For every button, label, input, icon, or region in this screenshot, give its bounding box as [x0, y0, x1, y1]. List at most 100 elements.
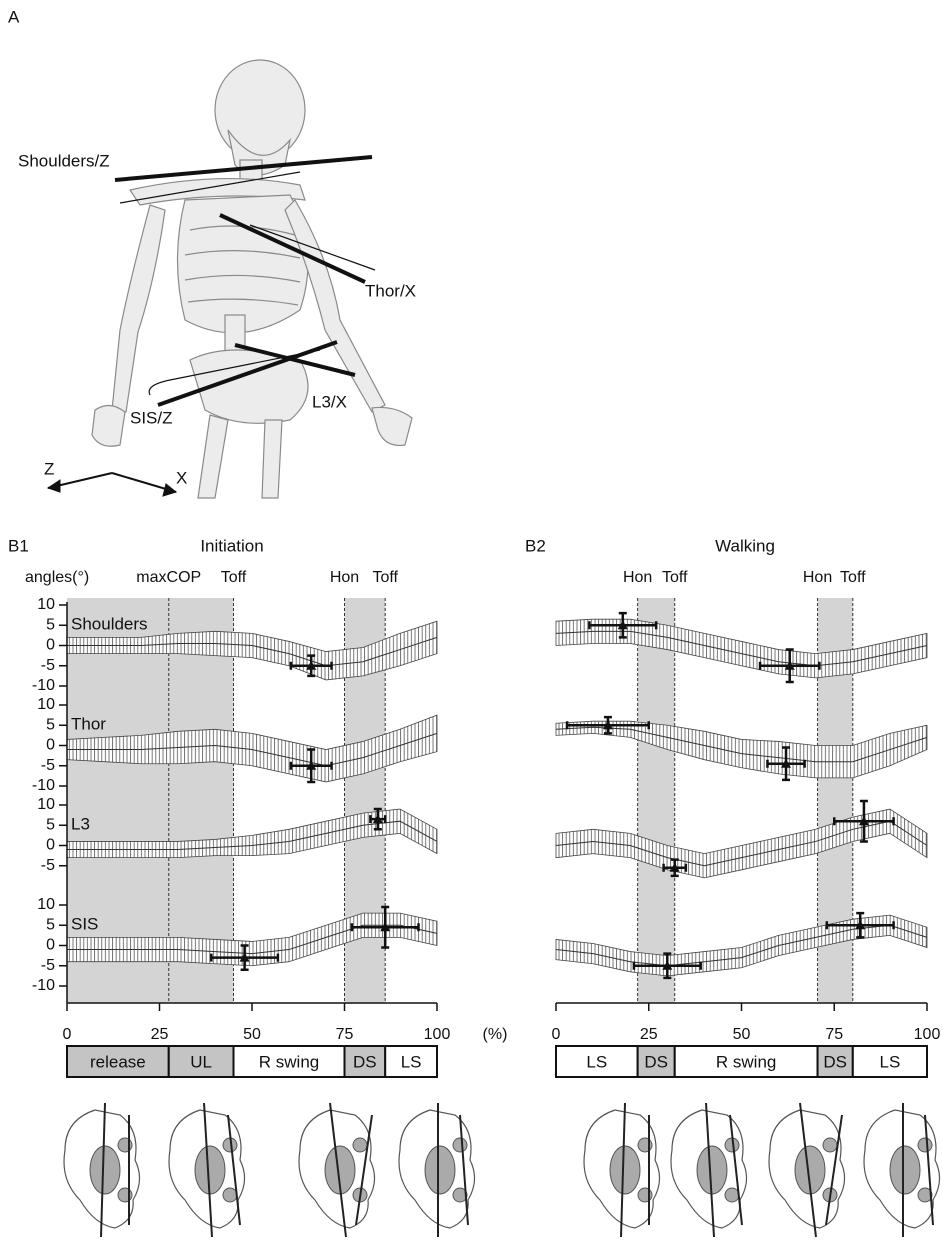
event-label: Toff — [221, 569, 247, 586]
x-tick-label: 75 — [825, 1026, 843, 1043]
icon-joint — [452, 1187, 468, 1203]
sd-band — [555, 914, 928, 977]
sd-band — [66, 714, 438, 783]
x-tick-label: 100 — [914, 1026, 941, 1043]
rotation-axes — [46, 155, 376, 497]
phase-label: LS — [586, 1052, 607, 1071]
mean-marker — [306, 660, 317, 670]
y-tick-label: 10 — [37, 696, 55, 713]
sd-band — [66, 912, 438, 967]
sd-band — [66, 808, 438, 859]
icon-body — [609, 1145, 641, 1195]
phase-box — [673, 1045, 819, 1078]
sd-band — [555, 618, 928, 679]
series-label: L3 — [71, 814, 90, 833]
icon-joint — [724, 1187, 740, 1203]
y-tick-label: -10 — [32, 777, 55, 794]
y-tick-label: 5 — [46, 716, 55, 733]
mean-marker — [784, 660, 795, 670]
phase-label: DS — [644, 1052, 668, 1071]
icon-body — [889, 1145, 921, 1195]
phase-label: DS — [823, 1052, 847, 1071]
x-tick-label: 50 — [733, 1026, 751, 1043]
icon-body — [424, 1145, 456, 1195]
series-label: SIS — [71, 914, 98, 933]
shaded-phase — [67, 598, 234, 1003]
pelvis-icon — [863, 1103, 941, 1237]
mean-marker — [306, 760, 317, 770]
axis-label: Shoulders/Z — [18, 151, 110, 170]
y-tick-label: 10 — [37, 596, 55, 613]
y-tick-label: -10 — [32, 677, 55, 694]
phase-label: R swing — [716, 1052, 776, 1071]
icon-axis — [620, 1102, 626, 1238]
x-tick-label: 25 — [640, 1026, 658, 1043]
icon-joint — [917, 1187, 933, 1203]
phase-box — [384, 1045, 439, 1078]
panel-label: A — [8, 7, 20, 26]
shaded-phase — [637, 598, 675, 1003]
chart-title: Walking — [715, 536, 775, 555]
icon-axis — [100, 1102, 106, 1238]
y-tick-label: -5 — [41, 857, 55, 874]
mean-marker — [617, 620, 628, 630]
series-label: Shoulders — [71, 614, 148, 633]
y-tick-label: -10 — [32, 977, 55, 994]
pelvis-icon — [298, 1102, 376, 1238]
event-label: Hon — [623, 569, 652, 586]
icon-joint — [222, 1187, 238, 1203]
pelvis-icon — [670, 1102, 748, 1238]
mean-line — [67, 820, 438, 851]
y-tick-label: 5 — [46, 916, 55, 933]
x-unit: (%) — [483, 1026, 508, 1043]
mean-marker — [855, 920, 866, 930]
mean-line — [555, 726, 928, 763]
phase-label: UL — [190, 1052, 212, 1071]
mean-marker — [858, 816, 869, 826]
icon-axis — [203, 1102, 213, 1238]
pelvis-icon — [168, 1102, 246, 1238]
icon-body — [89, 1145, 121, 1195]
icon-axis — [705, 1102, 715, 1238]
phase-box — [851, 1045, 928, 1078]
sd-band — [66, 620, 438, 681]
x-tick-label: 50 — [243, 1026, 261, 1043]
icon-axis — [825, 1114, 843, 1226]
y-tick-label: 5 — [46, 816, 55, 833]
axis-label: X — [176, 468, 187, 487]
axis-label: L3/X — [312, 392, 347, 411]
phase-label: DS — [353, 1052, 377, 1071]
phase-box — [66, 1045, 170, 1078]
mean-line — [67, 924, 438, 955]
y-tick-label: 10 — [37, 896, 55, 913]
x-tick-label: 25 — [151, 1026, 169, 1043]
icon-axis — [329, 1102, 347, 1238]
event-label: Hon — [803, 569, 832, 586]
sd-band — [555, 720, 928, 779]
phase-label: LS — [880, 1052, 901, 1071]
phase-box — [343, 1045, 387, 1078]
pelvis-icon — [63, 1102, 141, 1238]
x-tick-label: 75 — [336, 1026, 354, 1043]
y-tick-label: -5 — [41, 757, 55, 774]
chart-title: Initiation — [200, 536, 263, 555]
phase-box — [167, 1045, 235, 1078]
pelvis-icon — [398, 1103, 476, 1237]
event-label: Hon — [330, 569, 359, 586]
mean-marker — [662, 960, 673, 970]
axis-label: Z — [44, 459, 54, 478]
mean-marker — [380, 922, 391, 932]
icon-axis — [729, 1114, 743, 1226]
axis-label: Thor/X — [365, 281, 416, 300]
axis-label: SIS/Z — [130, 408, 173, 427]
y-tick-label: 0 — [46, 637, 55, 654]
pelvis-icon — [583, 1102, 661, 1238]
y-axis-label: angles(°) — [25, 569, 89, 586]
phase-label: R swing — [259, 1052, 319, 1071]
icon-joint — [352, 1137, 368, 1153]
icon-axis — [799, 1102, 817, 1238]
phase-label: release — [90, 1052, 146, 1071]
panel-label: B1 — [8, 536, 29, 555]
mean-marker — [372, 814, 383, 824]
